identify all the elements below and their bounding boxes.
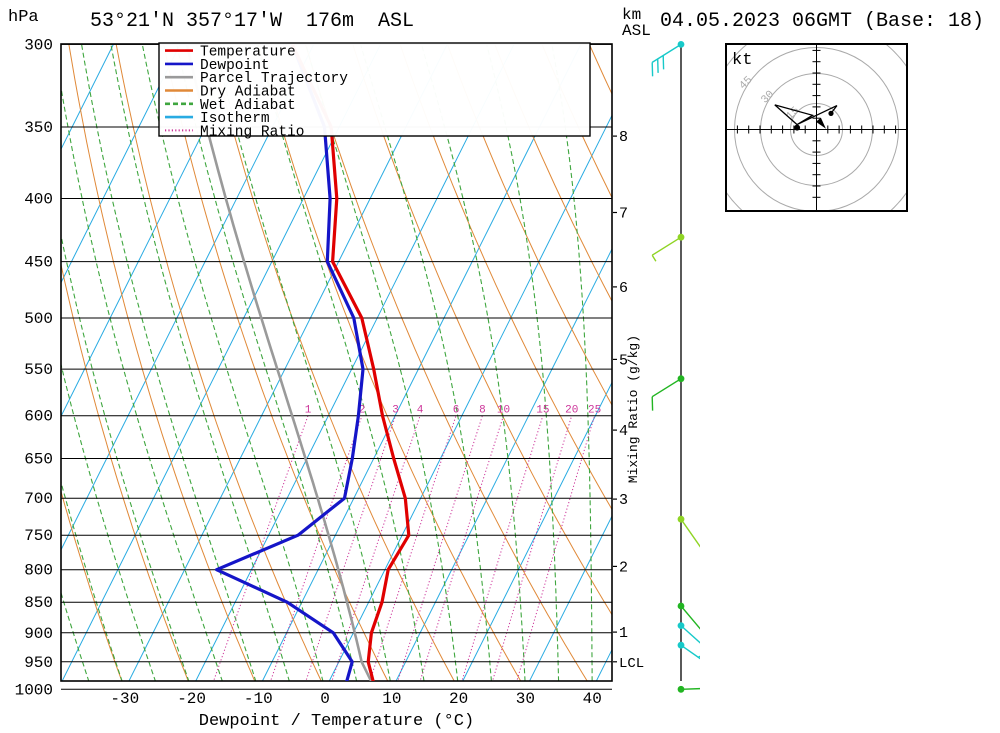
svg-text:450: 450 — [24, 254, 53, 272]
svg-text:400: 400 — [24, 191, 53, 209]
svg-text:1000: 1000 — [15, 681, 53, 699]
svg-text:800: 800 — [24, 562, 53, 580]
svg-text:3: 3 — [392, 405, 399, 417]
svg-text:4: 4 — [417, 405, 424, 417]
svg-text:1: 1 — [305, 405, 312, 417]
svg-text:8: 8 — [479, 405, 486, 417]
svg-text:6: 6 — [453, 405, 460, 417]
svg-text:-10: -10 — [244, 690, 273, 708]
svg-text:900: 900 — [24, 625, 53, 643]
svg-text:300: 300 — [24, 36, 53, 54]
svg-text:30: 30 — [759, 89, 777, 107]
svg-text:850: 850 — [24, 594, 53, 612]
svg-text:kt: kt — [732, 51, 752, 70]
svg-text:30: 30 — [516, 690, 535, 708]
svg-text:8: 8 — [619, 129, 628, 146]
svg-text:Mixing Ratio: Mixing Ratio — [200, 124, 304, 140]
svg-text:-30: -30 — [110, 690, 139, 708]
svg-text:15: 15 — [536, 405, 549, 417]
svg-text:700: 700 — [24, 490, 53, 508]
svg-text:1: 1 — [619, 625, 628, 642]
svg-text:6: 6 — [619, 280, 628, 297]
svg-text:10: 10 — [382, 690, 401, 708]
svg-text:10: 10 — [497, 405, 510, 417]
svg-text:Dewpoint / Temperature (°C): Dewpoint / Temperature (°C) — [199, 712, 474, 731]
svg-text:650: 650 — [24, 451, 53, 469]
svg-text:2: 2 — [619, 559, 628, 576]
svg-text:45: 45 — [737, 74, 755, 92]
svg-text:7: 7 — [619, 206, 628, 223]
svg-text:950: 950 — [24, 654, 53, 672]
svg-text:500: 500 — [24, 310, 53, 328]
svg-text:LCL: LCL — [619, 656, 644, 672]
svg-text:0: 0 — [320, 690, 330, 708]
svg-text:20: 20 — [565, 405, 578, 417]
svg-text:350: 350 — [24, 119, 53, 137]
svg-text:550: 550 — [24, 361, 53, 379]
svg-text:25: 25 — [588, 405, 601, 417]
svg-text:-20: -20 — [177, 690, 206, 708]
svg-text:600: 600 — [24, 408, 53, 426]
svg-text:750: 750 — [24, 527, 53, 545]
svg-text:Mixing Ratio (g/kg): Mixing Ratio (g/kg) — [626, 335, 641, 483]
svg-text:40: 40 — [583, 690, 602, 708]
svg-text:20: 20 — [449, 690, 468, 708]
svg-text:3: 3 — [619, 492, 628, 509]
